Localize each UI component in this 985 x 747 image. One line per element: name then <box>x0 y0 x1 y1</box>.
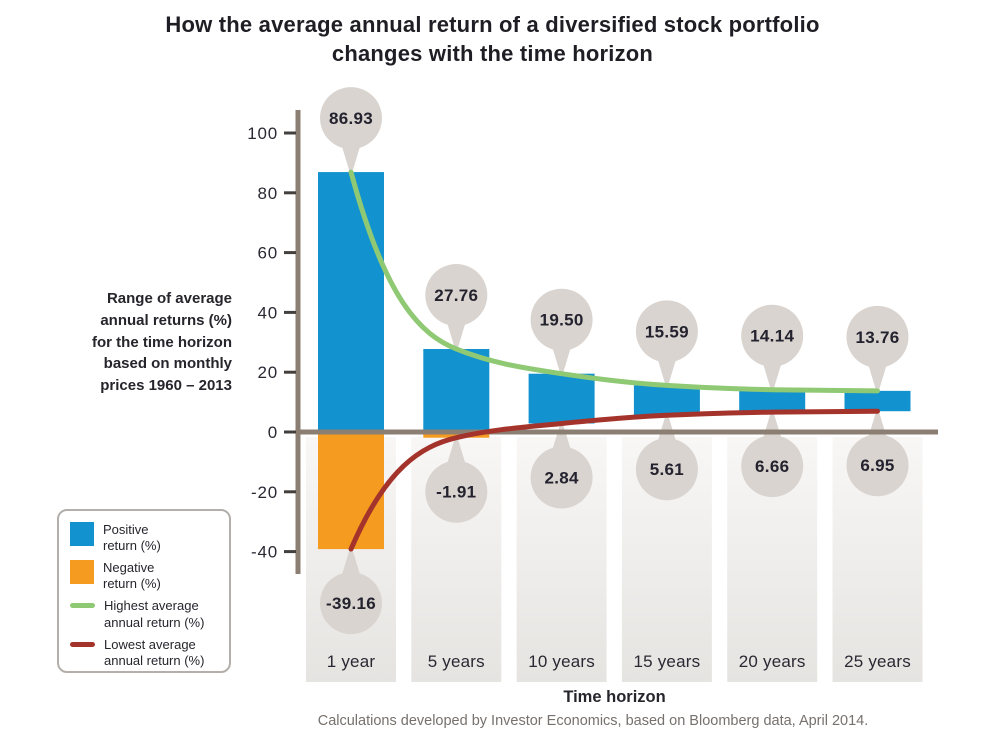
bar-negative <box>318 432 384 550</box>
low-value-bubble <box>846 434 909 497</box>
legend-box: Positive return (%) Negative return (%) … <box>57 509 231 673</box>
x-category-label: 20 years <box>739 652 806 671</box>
highest-return-curve <box>348 169 880 394</box>
high-value-bubble <box>530 288 593 351</box>
high-value-bubble-value: 27.76 <box>434 286 478 305</box>
bar-positive <box>423 348 490 432</box>
legend-label: Positive return (%) <box>103 522 161 554</box>
low-value-bubble-value: 6.95 <box>860 456 894 475</box>
low-value-bubble <box>530 446 593 509</box>
negative-return-swatch <box>70 560 94 585</box>
high-value-bubble-value: 15.59 <box>645 322 689 341</box>
legend-item-positive-return: Positive return (%) <box>70 522 223 554</box>
x-category-label: 10 years <box>528 652 595 671</box>
high-value-bubble-value: 86.93 <box>329 109 373 128</box>
highest-return-line-swatch <box>70 603 95 609</box>
legend-label: Negative return (%) <box>103 560 161 592</box>
high-value-bubble <box>635 300 698 363</box>
legend-label: Lowest average annual return (%) <box>104 636 205 668</box>
lowest-return-line-swatch <box>70 641 95 647</box>
high-value-bubble <box>846 305 909 368</box>
chart-title-line2: changes with the time horizon <box>331 41 654 67</box>
legend-item-highest-return: Highest average annual return (%) <box>70 598 223 630</box>
y-axis-title: Range of average annual returns (%) for … <box>92 290 232 394</box>
low-value-bubble-value: -1.91 <box>436 483 476 502</box>
high-value-bubble <box>425 263 488 326</box>
legend-item-lowest-return: Lowest average annual return (%) <box>70 637 223 669</box>
y-tick-label: 0 <box>268 423 278 442</box>
x-category-label: 25 years <box>844 652 911 671</box>
high-value-bubble-value: 14.14 <box>750 327 794 346</box>
y-tick-label: 20 <box>257 363 278 382</box>
y-tick-label: -20 <box>251 483 278 502</box>
high-value-bubble-value: 13.76 <box>855 328 899 347</box>
bar-positive <box>844 390 911 412</box>
positive-return-swatch <box>70 522 94 546</box>
bar-positive <box>633 385 700 416</box>
low-value-bubble-value: 5.61 <box>650 460 684 479</box>
chart-title-line1: How the average annual return of a diver… <box>165 12 820 37</box>
high-value-bubble <box>741 304 804 367</box>
y-tick-label: 100 <box>247 124 278 143</box>
x-axis-title: Time horizon <box>563 688 666 706</box>
low-value-bubble-value: 6.66 <box>755 457 789 476</box>
y-tick-label: 40 <box>257 303 278 322</box>
legend-label: Highest average annual return (%) <box>104 598 205 630</box>
y-tick-label: 60 <box>257 244 278 263</box>
x-category-label: 15 years <box>633 652 700 671</box>
lowest-return-curve <box>348 408 880 552</box>
low-value-bubble <box>635 438 698 501</box>
low-value-bubble <box>425 460 488 523</box>
y-tick-label: -40 <box>251 543 278 562</box>
low-value-bubble-value: -39.16 <box>326 594 376 613</box>
x-category-label: 1 year <box>327 652 376 671</box>
bar-positive <box>528 373 595 424</box>
high-value-bubble <box>320 87 382 150</box>
low-value-bubble <box>741 435 804 498</box>
low-value-bubble-value: 2.84 <box>544 469 579 488</box>
bar-negative <box>423 432 490 438</box>
high-value-bubble-value: 19.50 <box>540 311 584 330</box>
bar-positive <box>739 389 806 413</box>
legend-item-negative-return: Negative return (%) <box>70 560 223 592</box>
y-tick-label: 80 <box>257 184 278 203</box>
x-category-label: 5 years <box>428 652 485 671</box>
chart-title: How the average annual return of a diver… <box>0 10 985 68</box>
low-value-bubble <box>320 572 382 635</box>
bar-positive <box>318 172 384 433</box>
source-footnote: Calculations developed by Investor Econo… <box>317 713 869 729</box>
